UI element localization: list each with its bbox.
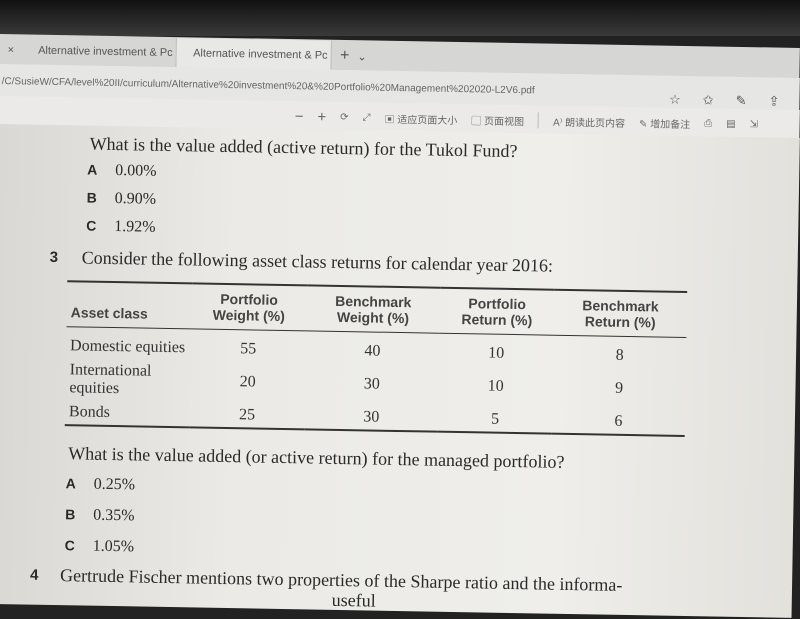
tab-menu-button[interactable]: ⌄: [357, 50, 366, 63]
pdf-page: What is the value added (active return) …: [0, 124, 800, 618]
zoom-out-button[interactable]: −: [295, 108, 304, 125]
read-aloud-button[interactable]: A⁾ 朗读此页内容: [553, 113, 625, 129]
option-letter: C: [86, 218, 114, 234]
screen-bezel: [0, 0, 800, 36]
cell: 20: [190, 360, 306, 404]
print-icon[interactable]: ⎙: [704, 118, 712, 129]
question-3-text: Consider the following asset class retur…: [81, 247, 553, 276]
cell: International equities: [65, 358, 190, 402]
question-number: 4: [30, 567, 39, 584]
fit-page-button[interactable]: ▣ 适应页面大小: [384, 110, 457, 126]
cell: 9: [552, 367, 686, 411]
option-value: 1.05%: [92, 538, 134, 556]
cell: 5: [438, 407, 552, 434]
save-icon[interactable]: ▤: [726, 118, 736, 129]
option-letter: A: [66, 475, 94, 491]
add-notes-label: 增加备注: [650, 119, 690, 131]
col-header: Portfolio Return (%): [440, 288, 555, 335]
page-view-label: 页面视图: [484, 116, 524, 128]
close-tab-icon[interactable]: ×: [0, 44, 22, 56]
pin-icon[interactable]: ⇲: [750, 119, 759, 130]
cell: 6: [552, 409, 685, 436]
tab-label: Alternative investment & Pc: [38, 45, 173, 59]
col-header: Benchmark Weight (%): [306, 285, 440, 333]
new-tab-button[interactable]: +: [332, 47, 358, 65]
rotate-icon[interactable]: ⟳: [340, 111, 349, 122]
tab-1[interactable]: Alternative investment & Pc: [22, 35, 177, 68]
pen-icon[interactable]: ✎: [736, 93, 747, 109]
read-aloud-label: 朗读此页内容: [565, 117, 625, 129]
url-text[interactable]: /C/SusieW/CFA/level%20II/curriculum/Alte…: [2, 76, 535, 96]
fit-page-label: 适应页面大小: [397, 114, 457, 126]
cell: 10: [438, 365, 553, 409]
option-letter: A: [87, 162, 115, 178]
tab-2[interactable]: Alternative investment & Pc: [177, 38, 332, 71]
cell: Bonds: [65, 400, 190, 427]
option-value: 0.25%: [94, 476, 136, 494]
option-letter: C: [65, 537, 93, 553]
question-number: 3: [50, 249, 59, 266]
cell: 10: [439, 333, 554, 366]
cell: 25: [189, 402, 304, 429]
option-letter: B: [65, 506, 93, 522]
page-view-button[interactable]: ▢ 页面视图: [471, 112, 524, 128]
cell: Domestic equities: [66, 327, 191, 361]
option-letter: B: [87, 190, 115, 206]
share-icon[interactable]: ⇪: [768, 93, 779, 109]
fullscreen-icon[interactable]: ⤢: [363, 112, 371, 123]
cell: 30: [304, 404, 438, 431]
divider: [538, 112, 539, 128]
add-notes-button[interactable]: ✎ 增加备注: [639, 115, 690, 131]
cell: 40: [305, 331, 439, 365]
cell: 55: [191, 329, 306, 363]
option-value: 0.00%: [115, 162, 157, 180]
question-4-text-cont: useful: [332, 590, 376, 612]
option-value: 0.90%: [115, 190, 157, 208]
tab-label: Alternative investment & Pc: [193, 47, 328, 61]
option-value: 1.92%: [114, 218, 156, 236]
zoom-in-button[interactable]: +: [317, 108, 326, 125]
option-value: 0.35%: [93, 507, 135, 525]
question-2-text: What is the value added (active return) …: [89, 134, 517, 162]
favorite-star-icon[interactable]: ☆: [669, 92, 681, 108]
returns-table: Asset class Portfolio Weight (%) Benchma…: [65, 280, 687, 437]
col-header: Benchmark Return (%): [554, 290, 688, 338]
col-header: Asset class: [66, 281, 191, 329]
col-header: Portfolio Weight (%): [191, 283, 307, 330]
question-3-prompt: What is the value added (or active retur…: [68, 443, 565, 473]
favorites-icon[interactable]: ✩: [703, 92, 714, 108]
cell: 8: [553, 335, 686, 369]
cell: 30: [305, 362, 439, 406]
